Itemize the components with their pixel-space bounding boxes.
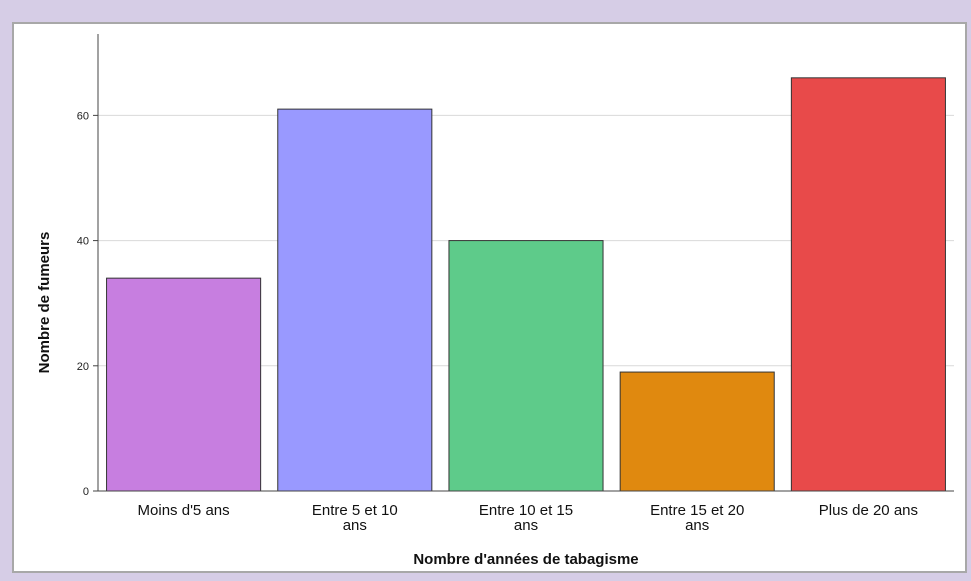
x-tick-label: Entre 15 et 20 bbox=[650, 502, 744, 519]
y-tick-label: 20 bbox=[77, 361, 89, 373]
y-tick-labels: 0 20 40 60 bbox=[77, 110, 98, 498]
y-tick-label: 0 bbox=[83, 486, 89, 498]
x-tick-label: Moins d'5 ans bbox=[138, 502, 230, 519]
x-tick-label: ans bbox=[685, 517, 709, 534]
axes bbox=[97, 34, 954, 492]
y-axis-title: Nombre de fumeurs bbox=[36, 232, 53, 374]
x-tick-label: ans bbox=[343, 517, 367, 534]
chart-frame: 0 20 40 60 Moins d'5 ans Entre 5 et 10 ans Ent… bbox=[12, 22, 967, 573]
x-axis-title: Nombre d'années de tabagisme bbox=[413, 551, 638, 568]
x-tick-label: Entre 10 et 15 bbox=[479, 502, 573, 519]
bar bbox=[106, 277, 262, 492]
bar bbox=[448, 240, 604, 492]
bars bbox=[106, 77, 946, 492]
x-tick-label: ans bbox=[514, 517, 538, 534]
x-tick-label: Plus de 20 ans bbox=[819, 502, 918, 519]
bar bbox=[619, 371, 775, 492]
y-tick-label: 60 bbox=[77, 110, 89, 122]
bar bbox=[790, 77, 946, 492]
y-tick-label: 40 bbox=[77, 236, 89, 248]
bar bbox=[277, 108, 433, 492]
x-tick-label: Entre 5 et 10 bbox=[312, 502, 398, 519]
